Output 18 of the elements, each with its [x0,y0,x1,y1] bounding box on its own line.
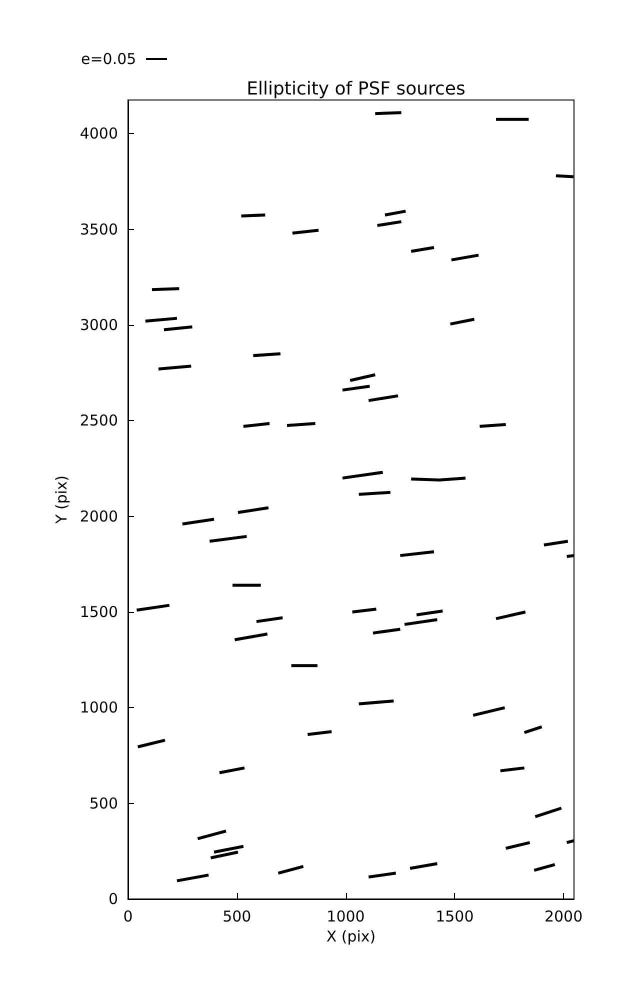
x-tick-label: 2000 [544,908,583,926]
y-tick-label: 2500 [80,412,118,430]
y-tick-label: 1000 [80,698,118,717]
y-tick-label: 1500 [80,603,118,622]
x-tick-label: 1500 [436,908,474,926]
y-axis-title: Y (pix) [52,475,70,525]
x-tick-label: 500 [222,908,252,926]
y-tick-label: 3500 [80,220,118,238]
x-axis-title: X (pix) [326,928,376,946]
chart-title: Ellipticity of PSF sources [246,78,466,100]
text: e=0.05 [81,50,136,68]
y-tick-label: 500 [89,794,118,812]
x-tick-label: 0 [123,908,133,926]
y-tick-label: 3000 [80,316,118,334]
y-tick-label: 4000 [80,124,118,143]
y-tick-label: 0 [108,890,118,908]
x-tick-label: 1000 [326,908,365,926]
y-tick-label: 2000 [80,507,118,526]
